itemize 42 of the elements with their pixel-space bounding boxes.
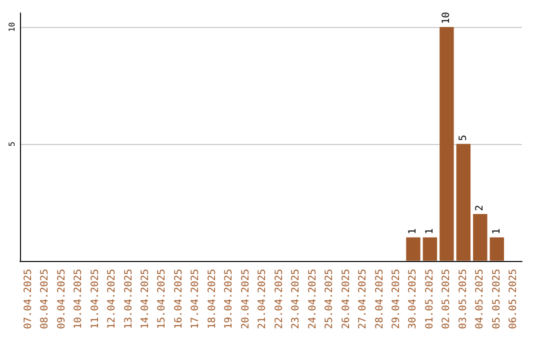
bar <box>456 144 471 261</box>
x-tick-label: 02.05.2025 <box>441 268 452 330</box>
x-tick-label: 16.04.2025 <box>173 268 184 330</box>
data-label: 1 <box>491 228 502 234</box>
x-tick-label: 12.04.2025 <box>106 268 118 330</box>
x-tick-label: 17.04.2025 <box>190 268 202 330</box>
x-tick-label: 22.04.2025 <box>274 268 285 330</box>
x-tick-label: 10.04.2025 <box>73 268 84 330</box>
bar <box>440 27 454 261</box>
x-tick-label: 07.04.2025 <box>22 268 34 330</box>
x-tick-label: 20.04.2025 <box>240 268 252 330</box>
data-label: 1 <box>424 228 436 234</box>
x-tick-label: 01.05.2025 <box>424 268 436 330</box>
bar <box>422 237 438 261</box>
x-tick-label: 11.04.2025 <box>90 268 101 330</box>
x-tick-label: 05.05.2025 <box>491 268 502 330</box>
x-tick-label: 09.04.2025 <box>56 268 68 330</box>
bar <box>490 237 504 261</box>
x-tick-label: 06.05.2025 <box>508 268 520 330</box>
x-tick-label: 28.04.2025 <box>374 268 386 330</box>
x-tick-label: 23.04.2025 <box>290 268 302 330</box>
x-tick-label: 04.05.2025 <box>474 268 486 330</box>
data-label: 2 <box>474 205 486 212</box>
x-tick-label: 30.04.2025 <box>408 268 419 330</box>
data-label: 10 <box>441 12 452 24</box>
data-label: 5 <box>458 134 469 141</box>
x-tick-label: 18.04.2025 <box>206 268 218 330</box>
x-tick-label: 08.04.2025 <box>40 268 51 330</box>
x-tick-label: 13.04.2025 <box>123 268 134 330</box>
x-tick-label: 19.04.2025 <box>224 268 235 330</box>
x-tick-label: 27.04.2025 <box>358 268 369 330</box>
x-tick-label: 29.04.2025 <box>391 268 402 330</box>
x-tick-label: 25.04.2025 <box>324 268 336 330</box>
x-tick-label: 21.04.2025 <box>257 268 268 330</box>
x-tick-label: 03.05.2025 <box>458 268 469 330</box>
data-label: 1 <box>408 228 419 234</box>
bar <box>473 214 488 261</box>
x-tick-label: 26.04.2025 <box>340 268 352 330</box>
bar <box>406 237 420 261</box>
x-tick-label: 24.04.2025 <box>307 268 318 330</box>
x-tick-label: 14.04.2025 <box>140 268 151 330</box>
x-tick-label: 15.04.2025 <box>156 268 168 330</box>
